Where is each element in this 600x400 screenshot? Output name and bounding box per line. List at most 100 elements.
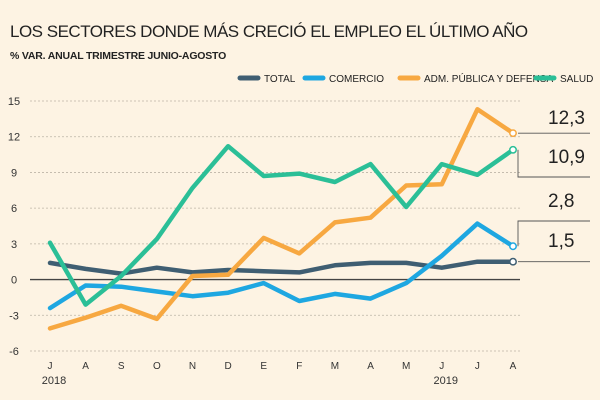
annotation-label: 1,5 bbox=[548, 231, 574, 252]
data-point bbox=[227, 269, 229, 271]
end-marker bbox=[509, 242, 517, 251]
callout-line bbox=[517, 149, 590, 178]
data-point bbox=[370, 163, 372, 165]
legend-label: COMERCIO bbox=[329, 74, 384, 85]
x-tick-label: A bbox=[82, 361, 89, 372]
y-tick-label: 3 bbox=[11, 239, 17, 251]
series-line bbox=[47, 107, 516, 331]
data-point bbox=[156, 238, 158, 240]
y-axis-labels: -6 -3 0 3 6 9 12 15 bbox=[8, 96, 20, 358]
end-annotations: 12,3 10,9 2,8 1,5 bbox=[517, 108, 590, 263]
series-line bbox=[47, 259, 516, 276]
data-point bbox=[227, 292, 229, 294]
data-point bbox=[227, 145, 229, 147]
data-point bbox=[191, 295, 193, 297]
callout-line bbox=[517, 220, 590, 247]
x-tick-label: O bbox=[153, 361, 161, 372]
data-point bbox=[370, 262, 372, 264]
series-line bbox=[47, 143, 516, 307]
data-point bbox=[476, 174, 478, 176]
data-point bbox=[405, 262, 407, 264]
x-tick-label: M bbox=[331, 361, 339, 372]
annotation-label: 10,9 bbox=[548, 147, 585, 168]
data-point bbox=[263, 175, 265, 177]
data-point bbox=[334, 181, 336, 183]
data-point bbox=[441, 183, 443, 185]
y-tick-label: 15 bbox=[8, 96, 20, 108]
legend-label: TOTAL bbox=[264, 74, 296, 85]
data-point bbox=[370, 298, 372, 300]
data-point bbox=[156, 318, 158, 320]
data-point bbox=[191, 271, 193, 273]
y-tick-label: -3 bbox=[9, 310, 19, 322]
legend-label: SALUD bbox=[560, 74, 593, 85]
x-tick-label: E bbox=[260, 361, 267, 372]
data-point bbox=[441, 267, 443, 269]
legend: TOTAL COMERCIO ADM. PÚBLICA Y DEFENSA SALUD bbox=[237, 72, 593, 85]
data-point bbox=[85, 317, 87, 319]
data-point bbox=[298, 173, 300, 175]
x-tick-label: J bbox=[475, 361, 480, 372]
x-tick-label: F bbox=[296, 361, 302, 372]
x-tick-label: J bbox=[48, 361, 53, 372]
x-tick-label: A bbox=[367, 361, 374, 372]
data-point bbox=[441, 255, 443, 257]
end-marker bbox=[509, 129, 517, 138]
data-point bbox=[227, 274, 229, 276]
data-point bbox=[85, 268, 87, 270]
data-point bbox=[120, 275, 122, 277]
data-point bbox=[156, 267, 158, 269]
data-point bbox=[476, 108, 478, 110]
y-tick-label: -6 bbox=[9, 346, 19, 358]
data-point bbox=[49, 327, 51, 329]
data-point bbox=[191, 275, 193, 277]
x-tick-label: D bbox=[224, 361, 231, 372]
data-point bbox=[156, 290, 158, 292]
data-point bbox=[49, 242, 51, 244]
chart-subtitle: % VAR. ANUAL TRIMESTRE JUNIO-AGOSTO bbox=[10, 50, 227, 62]
series-lines bbox=[47, 107, 517, 331]
data-point bbox=[298, 252, 300, 254]
data-point bbox=[263, 237, 265, 239]
gridlines bbox=[30, 100, 520, 352]
annotation-label: 2,8 bbox=[548, 191, 574, 212]
end-marker bbox=[509, 257, 517, 266]
x-tick-label: S bbox=[118, 361, 125, 372]
x-tick-label: M bbox=[402, 361, 410, 372]
x-tick-label: J bbox=[439, 361, 444, 372]
data-point bbox=[49, 307, 51, 309]
y-tick-label: 12 bbox=[8, 132, 20, 144]
year-label: 2018 bbox=[42, 375, 66, 387]
x-tick-label: N bbox=[189, 361, 196, 372]
data-point bbox=[441, 163, 443, 165]
data-point bbox=[191, 187, 193, 189]
data-point bbox=[298, 271, 300, 273]
series-line bbox=[47, 221, 516, 311]
legend-label: ADM. PÚBLICA Y DEFENSA bbox=[424, 72, 553, 85]
y-tick-label: 0 bbox=[11, 275, 17, 287]
data-point bbox=[476, 223, 478, 225]
data-point bbox=[405, 206, 407, 208]
data-point bbox=[405, 282, 407, 284]
data-point bbox=[334, 264, 336, 266]
year-label: 2019 bbox=[434, 375, 458, 387]
chart-title: LOS SECTORES DONDE MÁS CRECIÓ EL EMPLEO … bbox=[10, 22, 528, 41]
data-point bbox=[405, 185, 407, 187]
x-axis-labels: J A S O N D E F M A M J J A 2018 2019 bbox=[42, 361, 517, 387]
data-point bbox=[263, 270, 265, 272]
data-point bbox=[298, 300, 300, 302]
data-point bbox=[334, 221, 336, 223]
data-point bbox=[120, 286, 122, 288]
annotation-label: 12,3 bbox=[548, 108, 585, 129]
x-tick-label: A bbox=[510, 361, 517, 372]
data-point bbox=[370, 217, 372, 219]
data-point bbox=[334, 293, 336, 295]
end-marker bbox=[509, 145, 517, 154]
data-point bbox=[476, 261, 478, 263]
data-point bbox=[120, 305, 122, 307]
data-point bbox=[263, 282, 265, 284]
y-tick-label: 9 bbox=[11, 167, 17, 179]
data-point bbox=[85, 304, 87, 306]
y-tick-label: 6 bbox=[11, 203, 17, 215]
